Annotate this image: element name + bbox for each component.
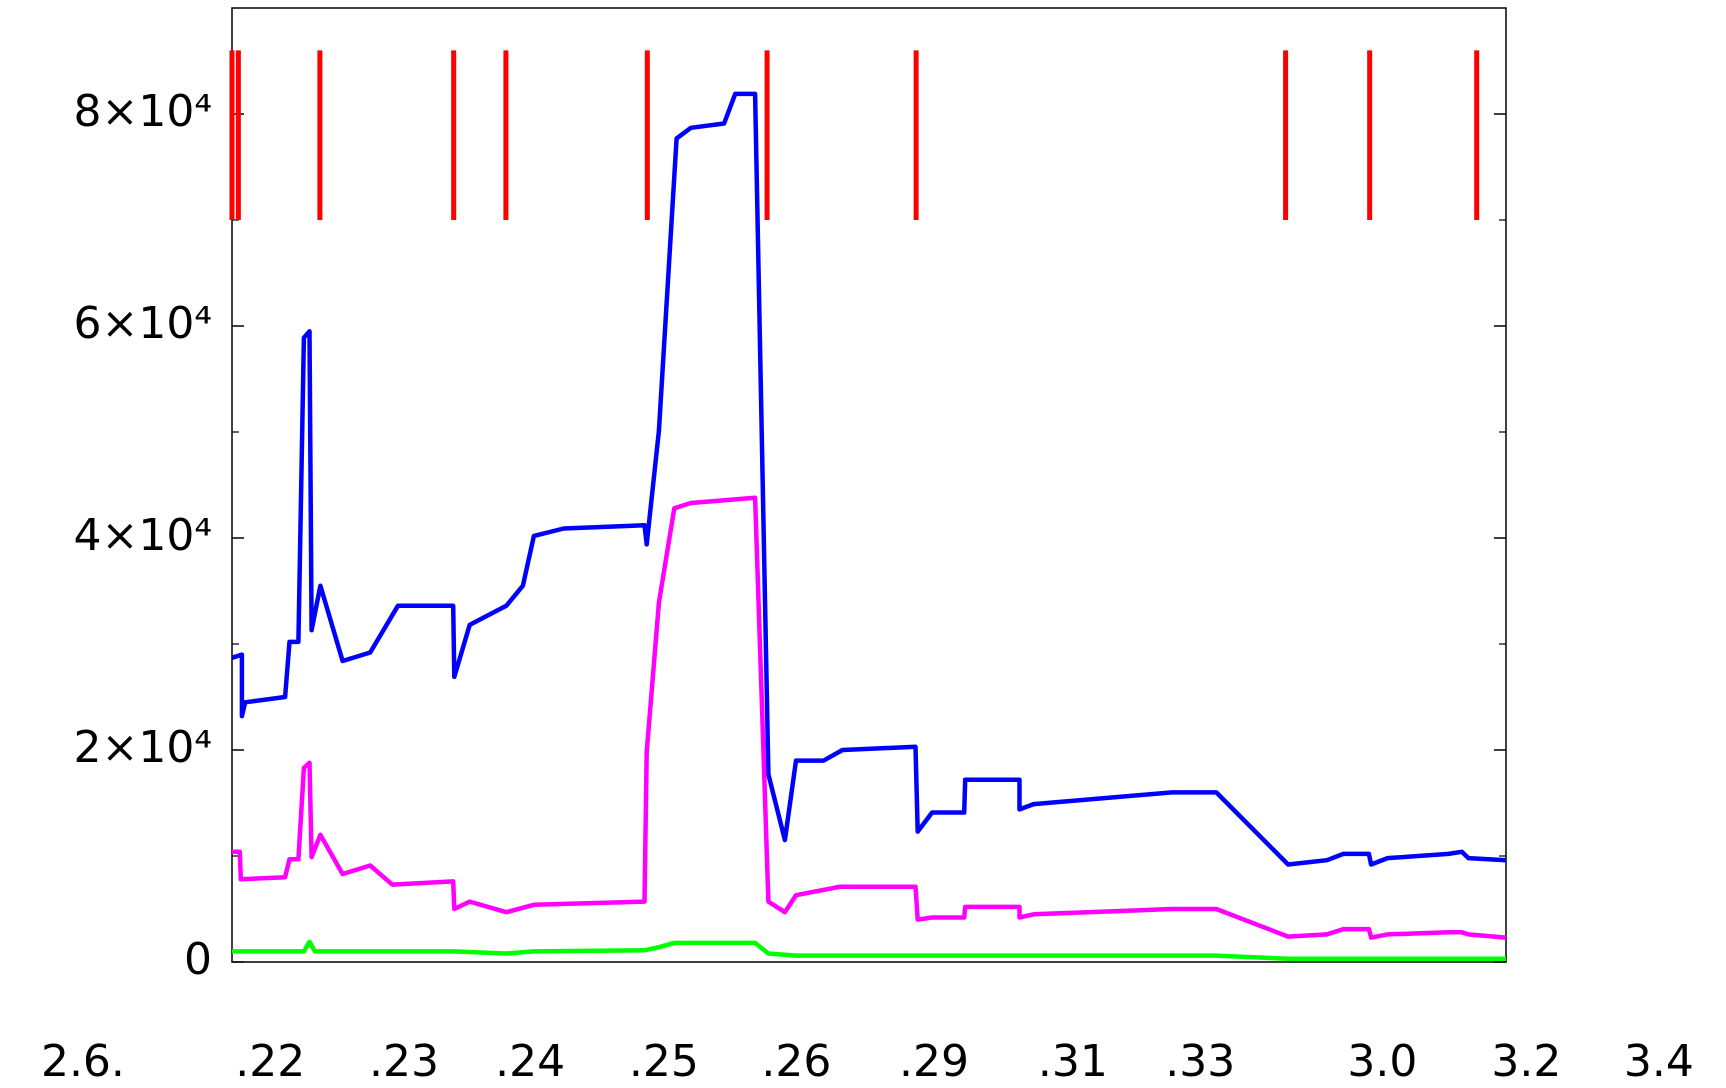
x-tick-label: 3.0	[1347, 1036, 1417, 1087]
x-tick-label: .23	[369, 1036, 439, 1087]
plot-frame	[231, 7, 1507, 963]
x-tick-label: .22	[235, 1036, 305, 1087]
x-tick-label: .24	[495, 1036, 565, 1087]
x-tick-label: 3.4	[1624, 1036, 1694, 1087]
x-tick-label: .26	[761, 1036, 831, 1087]
y-tick-label: 4×10⁴	[74, 510, 213, 561]
x-tick-label: .31	[1038, 1036, 1108, 1087]
series-line	[231, 91, 1507, 867]
y-tick-label: 8×10⁴	[74, 86, 213, 137]
x-tick-label: .33	[1165, 1036, 1235, 1087]
y-tick-label: 0	[184, 934, 212, 985]
x-tick-label: .25	[629, 1036, 699, 1087]
y-tick-label: 6×10⁴	[74, 298, 213, 349]
x-tick-label: 2.6.	[41, 1036, 125, 1087]
y-tick-label: 2×10⁴	[74, 722, 213, 773]
x-tick-label: 3.2	[1491, 1036, 1561, 1087]
series-line	[232, 939, 1506, 962]
x-tick-label: .29	[899, 1036, 969, 1087]
series-line	[232, 495, 1507, 940]
